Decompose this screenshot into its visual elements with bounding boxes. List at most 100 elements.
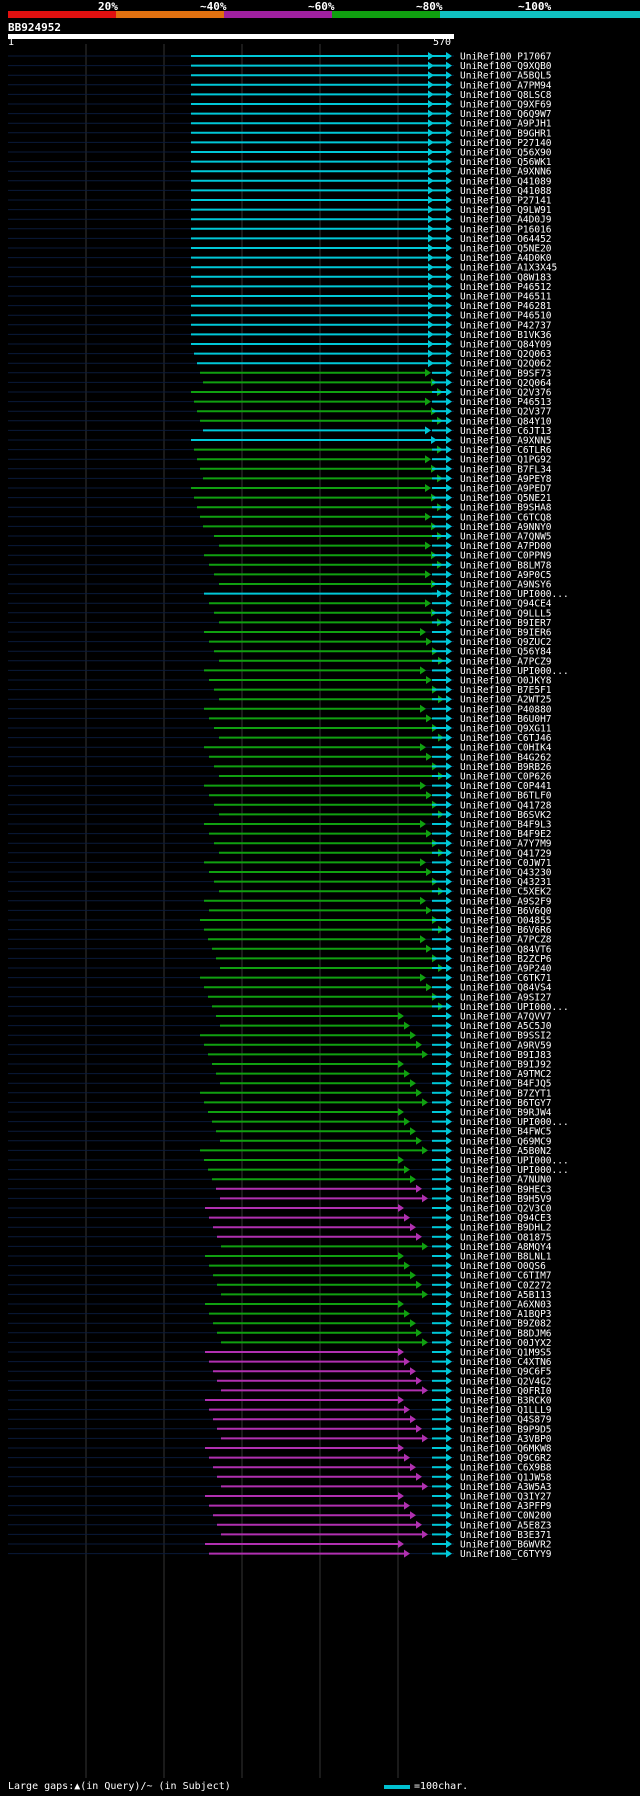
hit-row[interactable]: UniRef100_UPI000... xyxy=(8,1002,569,1013)
hit-row[interactable]: UniRef100_A9NNY0 xyxy=(8,522,552,533)
hit-row[interactable]: UniRef100_Q4S879 xyxy=(8,1415,552,1426)
hit-row[interactable]: UniRef100_Q1PG92 xyxy=(8,455,552,466)
hit-row[interactable]: UniRef100_Q1LLL9 xyxy=(8,1405,552,1416)
hit-row[interactable]: UniRef100_C0PPN9 xyxy=(8,551,552,562)
hit-row[interactable]: UniRef100_B9SSI2 xyxy=(8,1031,552,1042)
hit-row[interactable]: UniRef100_Q8W183 xyxy=(8,272,552,283)
hit-row[interactable]: UniRef100_B9IER6 xyxy=(8,628,552,639)
hit-row[interactable]: UniRef100_UPI000... xyxy=(8,1156,569,1167)
hit-row[interactable]: UniRef100_C6TCQ8 xyxy=(8,512,552,523)
hit-row[interactable]: UniRef100_B6U0H7 xyxy=(8,714,552,725)
hit-row[interactable]: UniRef100_P46511 xyxy=(8,292,552,303)
hit-row[interactable]: UniRef100_C6JT13 xyxy=(8,426,552,437)
hit-row[interactable]: UniRef100_A9PJH1 xyxy=(8,119,552,130)
hit-row[interactable]: UniRef100_A7Y7M9 xyxy=(8,839,552,850)
hit-row[interactable]: UniRef100_Q41729 xyxy=(8,848,552,859)
hit-row[interactable]: UniRef100_Q41088 xyxy=(8,186,552,197)
hit-row[interactable]: UniRef100_C6TYY9 xyxy=(8,1549,552,1560)
hit-row[interactable]: UniRef100_Q2V4G2 xyxy=(8,1376,552,1387)
hit-row[interactable]: UniRef100_Q43231 xyxy=(8,877,552,888)
hit-row[interactable]: UniRef100_Q8LSC8 xyxy=(8,90,552,101)
hit-row[interactable]: UniRef100_P46510 xyxy=(8,311,552,322)
hit-row[interactable]: UniRef100_Q43230 xyxy=(8,868,552,879)
hit-row[interactable]: UniRef100_Q41728 xyxy=(8,800,552,811)
hit-row[interactable]: UniRef100_A8MQY4 xyxy=(8,1242,552,1253)
hit-row[interactable]: UniRef100_Q2Q064 xyxy=(8,378,552,389)
hit-row[interactable]: UniRef100_Q9XF69 xyxy=(8,100,552,111)
hit-row[interactable]: UniRef100_Q5NE21 xyxy=(8,493,552,504)
hit-row[interactable]: UniRef100_B8DJM6 xyxy=(8,1328,552,1339)
hit-row[interactable]: UniRef100_Q56WK1 xyxy=(8,157,552,168)
hit-row[interactable]: UniRef100_A9TMC2 xyxy=(8,1069,552,1080)
hit-row[interactable]: UniRef100_A5E8Z3 xyxy=(8,1520,552,1531)
hit-row[interactable]: UniRef100_Q84Y09 xyxy=(8,340,552,351)
hit-row[interactable]: UniRef100_UPI000... xyxy=(8,1117,569,1128)
hit-row[interactable]: UniRef100_C6TIM7 xyxy=(8,1271,552,1282)
hit-row[interactable]: UniRef100_Q1M9S5 xyxy=(8,1348,552,1359)
hit-row[interactable]: UniRef100_A1X3X45 xyxy=(8,263,557,274)
hit-row[interactable]: UniRef100_P16016 xyxy=(8,224,552,235)
hit-row[interactable]: UniRef100_Q9C6R2 xyxy=(8,1453,552,1464)
hit-row[interactable]: UniRef100_Q2V377 xyxy=(8,407,552,418)
hit-row[interactable]: UniRef100_Q6MKW8 xyxy=(8,1444,552,1455)
hit-row[interactable]: UniRef100_Q5NE20 xyxy=(8,244,552,255)
hit-row[interactable]: UniRef100_B9GHR1 xyxy=(8,128,552,139)
hit-row[interactable]: UniRef100_B9P9D5 xyxy=(8,1424,552,1435)
hit-row[interactable]: UniRef100_A9NSY6 xyxy=(8,580,552,591)
hit-row[interactable]: UniRef100_B9HEC3 xyxy=(8,1184,552,1195)
hit-row[interactable]: UniRef100_A9PEY8 xyxy=(8,474,552,485)
hit-row[interactable]: UniRef100_A5B113 xyxy=(8,1290,552,1301)
hit-row[interactable]: UniRef100_C6X9B8 xyxy=(8,1463,552,1474)
hit-row[interactable]: UniRef100_P27141 xyxy=(8,196,552,207)
hit-row[interactable]: UniRef100_C6TLR6 xyxy=(8,445,552,456)
hit-row[interactable]: UniRef100_B9IJ92 xyxy=(8,1060,552,1071)
hit-row[interactable]: UniRef100_A1BQP3 xyxy=(8,1309,552,1320)
hit-row[interactable]: UniRef100_A6XN03 xyxy=(8,1300,552,1311)
hit-row[interactable]: UniRef100_B3RCK0 xyxy=(8,1396,552,1407)
hit-row[interactable]: UniRef100_B9DHL2 xyxy=(8,1223,552,1234)
hit-row[interactable]: UniRef100_P42737 xyxy=(8,320,552,331)
hit-row[interactable]: UniRef100_A7PM94 xyxy=(8,80,552,91)
hit-row[interactable]: UniRef100_C0P626 xyxy=(8,772,552,783)
hit-row[interactable]: UniRef100_A9S2F9 xyxy=(8,896,552,907)
hit-row[interactable]: UniRef100_B6V6R6 xyxy=(8,925,552,936)
hit-row[interactable]: UniRef100_B9IJ83 xyxy=(8,1050,552,1061)
hit-row[interactable]: UniRef100_Q56X90 xyxy=(8,148,552,159)
hit-row[interactable]: UniRef100_Q9LW91 xyxy=(8,205,552,216)
hit-row[interactable]: UniRef100_B7FL34 xyxy=(8,464,552,475)
hit-row[interactable]: UniRef100_Q41089 xyxy=(8,176,552,187)
hit-row[interactable]: UniRef100_A9XNN5 xyxy=(8,436,552,447)
hit-row[interactable]: UniRef100_O0JYX2 xyxy=(8,1338,552,1349)
hit-row[interactable]: UniRef100_B4F9E2 xyxy=(8,829,552,840)
hit-row[interactable]: UniRef100_O64452 xyxy=(8,234,552,245)
hit-row[interactable]: UniRef100_Q56Y84 xyxy=(8,647,552,658)
hit-row[interactable]: UniRef100_A9P0C5 xyxy=(8,570,552,581)
hit-row[interactable]: UniRef100_A7PCZ9 xyxy=(8,656,552,667)
hit-row[interactable]: UniRef100_UPI000... xyxy=(8,1165,569,1176)
hit-row[interactable]: UniRef100_Q9ZUC2 xyxy=(8,637,552,648)
hit-row[interactable]: UniRef100_B9IER7 xyxy=(8,618,552,629)
hit-row[interactable]: UniRef100_B9Z082 xyxy=(8,1319,552,1330)
hit-row[interactable]: UniRef100_Q9LLL5 xyxy=(8,608,552,619)
hit-row[interactable]: UniRef100_Q0FRI0 xyxy=(8,1386,552,1397)
hit-row[interactable]: UniRef100_Q69MC9 xyxy=(8,1136,552,1147)
hit-row[interactable]: UniRef100_B9RB26 xyxy=(8,762,552,773)
hit-row[interactable]: UniRef100_A9PED7 xyxy=(8,484,552,495)
hit-row[interactable]: UniRef100_Q3IY27 xyxy=(8,1492,552,1503)
hit-row[interactable]: UniRef100_C5XEK2 xyxy=(8,887,552,898)
hit-row[interactable]: UniRef100_O81875 xyxy=(8,1232,552,1243)
hit-row[interactable]: UniRef100_C4XTN6 xyxy=(8,1357,552,1368)
hit-row[interactable]: UniRef100_B6TGY7 xyxy=(8,1098,552,1109)
hit-row[interactable]: UniRef100_B8LNL1 xyxy=(8,1252,552,1263)
hit-row[interactable]: UniRef100_A4D0K0 xyxy=(8,253,552,264)
hit-row[interactable]: UniRef100_P46281 xyxy=(8,301,552,312)
hit-row[interactable]: UniRef100_P46512 xyxy=(8,282,552,293)
hit-row[interactable]: UniRef100_A9SI27 xyxy=(8,992,552,1003)
hit-row[interactable]: UniRef100_A4D0J9 xyxy=(8,215,552,226)
hit-row[interactable]: UniRef100_C0Z272 xyxy=(8,1280,552,1291)
hit-row[interactable]: UniRef100_C0N200 xyxy=(8,1511,552,1522)
hit-row[interactable]: UniRef100_A9XNN6 xyxy=(8,167,552,178)
hit-row[interactable]: UniRef100_C6TK71 xyxy=(8,973,552,984)
hit-row[interactable]: UniRef100_B4FJQ5 xyxy=(8,1079,552,1090)
hit-row[interactable]: UniRef100_Q94CE4 xyxy=(8,599,552,610)
